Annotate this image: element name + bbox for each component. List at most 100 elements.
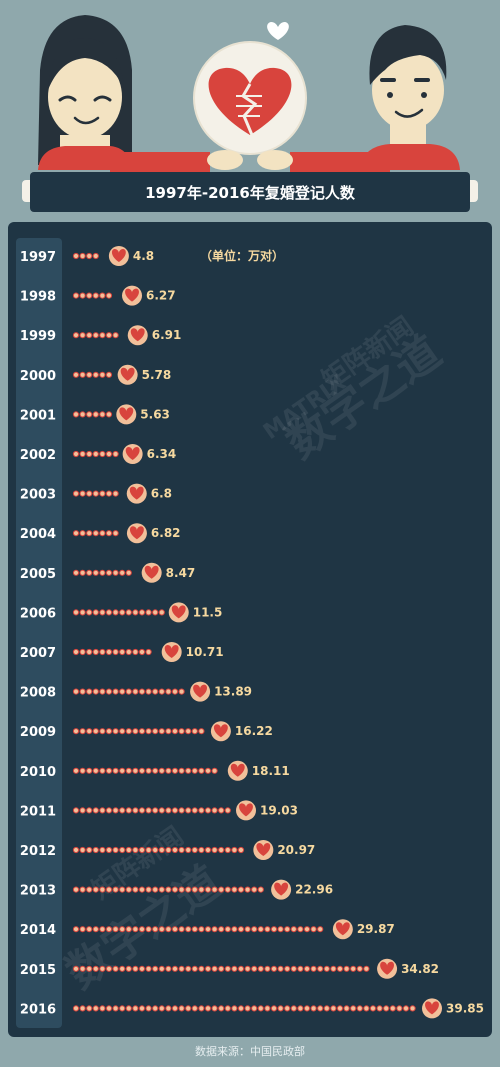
bar-bead — [165, 728, 172, 735]
bar — [72, 1005, 416, 1012]
bar-bead — [171, 1005, 179, 1012]
value-label: 4.8 — [133, 249, 154, 263]
bar-bead — [92, 450, 99, 458]
bar-bead — [72, 767, 80, 774]
bar-bead — [211, 965, 218, 972]
bar-bead — [112, 846, 119, 854]
heart-marker-icon — [190, 681, 211, 702]
bar-bead — [165, 926, 172, 933]
heart-marker-shape — [425, 1001, 439, 1015]
year-label: 2015 — [20, 963, 56, 978]
bar-bead — [79, 926, 86, 933]
year-label: 2016 — [20, 1002, 56, 1017]
broken-heart-icon — [193, 41, 307, 170]
bar — [72, 886, 264, 893]
woman-figure — [38, 15, 210, 172]
bar-bead — [152, 767, 159, 774]
bar-bead — [231, 1005, 238, 1012]
bar-bead — [92, 411, 99, 418]
bar-bead — [171, 846, 179, 854]
bar-bead — [86, 371, 93, 378]
bar-bead — [198, 886, 205, 893]
heart-marker-icon — [108, 246, 129, 266]
value-label: 6.27 — [146, 289, 176, 303]
bar-bead — [138, 609, 146, 616]
bar-bead — [317, 1005, 324, 1012]
bar-bead — [145, 846, 152, 854]
bar-bead — [402, 1005, 410, 1012]
bar-bead — [99, 965, 106, 972]
bar-bead — [99, 292, 106, 299]
bar-bead — [224, 965, 231, 972]
bar-bead — [178, 688, 185, 695]
bar-row-1999: 1999 6.91 — [20, 325, 181, 346]
bar-bead — [191, 965, 198, 972]
bar-bead — [112, 926, 119, 933]
bar-bead — [145, 648, 152, 656]
year-label: 1999 — [20, 329, 56, 344]
bar-bead — [171, 688, 179, 695]
bar-bead — [79, 292, 86, 299]
bar-bead — [112, 767, 119, 774]
bar-bead — [277, 926, 284, 933]
bar-bead — [138, 767, 146, 774]
bar-bead — [178, 728, 185, 735]
bar-bead — [72, 688, 80, 695]
bar-bead — [138, 1005, 146, 1012]
bar-bead — [277, 965, 284, 972]
bar-row-2013: 2013 22.96 — [20, 879, 333, 900]
bar-bead — [132, 648, 139, 656]
heart-marker-icon — [122, 444, 143, 464]
bar-bead — [218, 807, 225, 814]
bar-bead — [99, 688, 106, 695]
bar-bead — [105, 886, 113, 893]
bar-bead — [79, 530, 86, 537]
bar-bead — [72, 926, 80, 933]
bar-bead — [251, 926, 258, 933]
bar-bead — [158, 1005, 165, 1012]
bar — [72, 807, 231, 814]
value-label: 13.89 — [214, 685, 252, 699]
bar-bead — [257, 965, 264, 972]
bar-bead — [145, 688, 152, 695]
bar-bead — [99, 490, 106, 497]
bar-bead — [132, 1005, 139, 1012]
bar-bead — [336, 1005, 344, 1012]
bar-bead — [396, 1005, 403, 1012]
bar-bead — [86, 688, 93, 695]
bar-bead — [257, 1005, 264, 1012]
bar-bead — [145, 807, 152, 814]
heart-marker-icon — [126, 523, 147, 544]
bar-bead — [171, 965, 179, 972]
bar-bead — [86, 926, 93, 933]
bar-bead — [158, 688, 165, 695]
bar — [72, 292, 113, 299]
bar-bead — [72, 807, 80, 814]
value-label: 16.22 — [235, 724, 273, 738]
bar-bead — [330, 965, 337, 972]
bar-bead — [178, 807, 185, 814]
bar-bead — [343, 965, 350, 972]
bar-bead — [105, 292, 113, 299]
bar-bead — [92, 569, 99, 576]
bar-row-2005: 2005 8.47 — [20, 562, 196, 583]
bar-bead — [79, 569, 86, 576]
bar-bead — [105, 490, 113, 497]
bar-bead — [191, 807, 198, 814]
bar-bead — [152, 886, 159, 893]
bar-row-1998: 1998 6.27 — [20, 285, 176, 306]
header-illustration — [38, 15, 460, 172]
bar-bead — [86, 767, 93, 774]
year-label: 2013 — [20, 884, 56, 899]
bar-bead — [86, 411, 93, 418]
bar-bead — [105, 648, 113, 656]
value-label: 8.47 — [166, 566, 196, 580]
year-label: 2006 — [20, 606, 56, 621]
bar-bead — [132, 688, 139, 695]
bar-bead — [138, 688, 146, 695]
bar-bead — [224, 886, 231, 893]
bar-bead — [244, 886, 251, 893]
bar-bead — [79, 609, 86, 616]
bar-bead — [185, 846, 192, 854]
bar-bead — [112, 648, 119, 656]
